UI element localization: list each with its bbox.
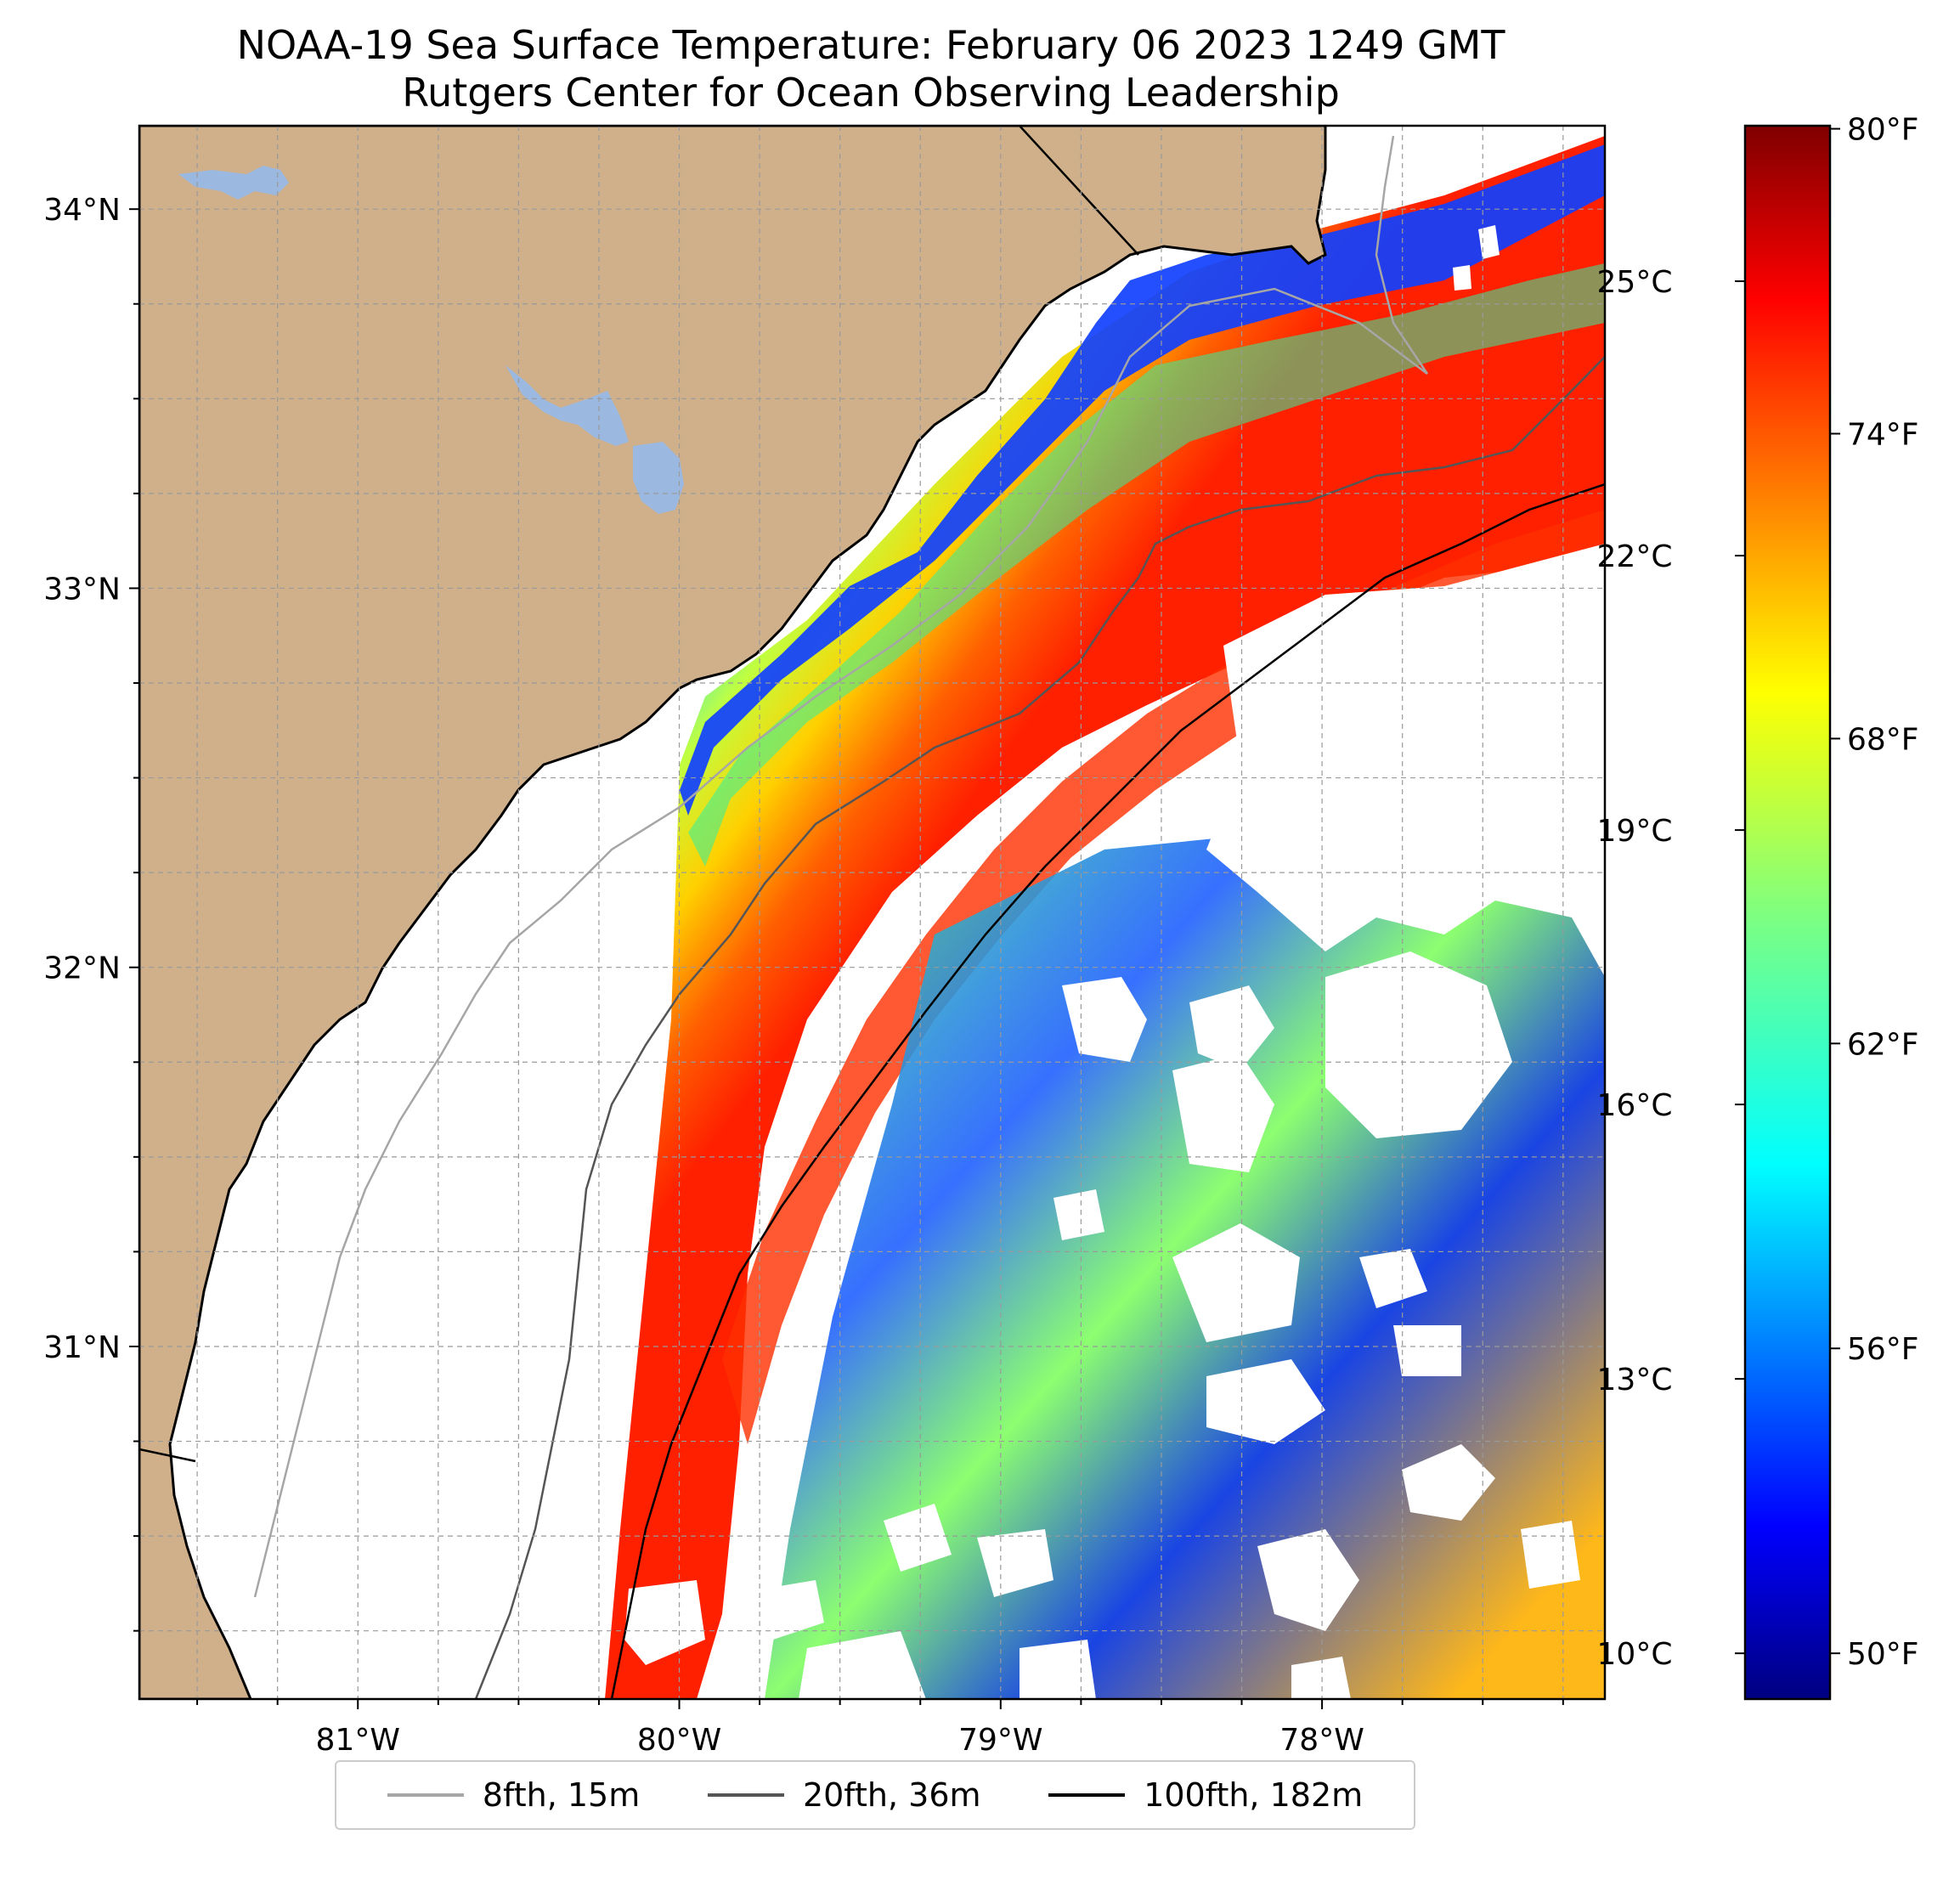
state-border — [139, 126, 1139, 1463]
isobath-8fth — [253, 135, 1429, 1598]
colorbar-celsius-label: 10°C — [1597, 1637, 1673, 1672]
colorbar-celsius-label: 25°C — [1597, 265, 1673, 300]
water-bodies — [178, 166, 684, 514]
map-subtitle: Rutgers Center for Ocean Observing Leade… — [402, 70, 1340, 116]
lon-label: 78°W — [1279, 1723, 1364, 1758]
map-title: NOAA-19 Sea Surface Temperature: Februar… — [236, 22, 1505, 68]
lat-label: 32°N — [43, 951, 121, 986]
colorbar-fahrenheit-label: 62°F — [1847, 1027, 1919, 1062]
legend-item-100fth: 100fth, 182m — [1048, 1776, 1363, 1814]
lat-label: 34°N — [43, 193, 121, 228]
gridlines — [139, 126, 1605, 1699]
legend-swatch-20fth — [707, 1793, 784, 1797]
colorbar-celsius-label: 13°C — [1597, 1363, 1673, 1397]
colorbar-celsius-ticks: 25°C 22°C 19°C 16°C 13°C 10°C — [1597, 265, 1745, 1672]
colorbar-fahrenheit-label: 80°F — [1847, 113, 1919, 148]
sst-swath-shelf — [605, 136, 1605, 1699]
map-frame — [138, 124, 1607, 1701]
land — [139, 126, 1327, 1699]
legend-label-100fth: 100fth, 182m — [1144, 1776, 1364, 1814]
lon-label: 81°W — [316, 1723, 400, 1758]
isobath-100fth — [610, 483, 1605, 1699]
colorbar-celsius-label: 16°C — [1597, 1088, 1673, 1123]
isobath-20fth — [474, 356, 1605, 1699]
colorbar-celsius-label: 22°C — [1597, 539, 1673, 574]
lat-label: 31°N — [43, 1330, 121, 1365]
legend-label-20fth: 20fth, 36m — [802, 1776, 981, 1814]
map-ticks — [129, 208, 1564, 1709]
isobath-legend: 8fth, 15m 20fth, 36m 100fth, 182m — [335, 1760, 1415, 1830]
latitude-labels: 34°N 33°N 32°N 31°N — [43, 193, 121, 1365]
colorbar-fahrenheit-label: 56°F — [1847, 1332, 1919, 1367]
colorbar-fahrenheit-label: 50°F — [1847, 1637, 1919, 1672]
colorbar-fahrenheit-label: 68°F — [1847, 722, 1919, 757]
lon-label: 79°W — [958, 1723, 1042, 1758]
colorbar-fahrenheit-label: 74°F — [1847, 418, 1919, 453]
legend-item-8fth: 8fth, 15m — [387, 1776, 640, 1814]
legend-swatch-100fth — [1048, 1793, 1126, 1797]
colorbar-celsius-label: 19°C — [1597, 814, 1673, 849]
lon-label: 80°W — [637, 1723, 721, 1758]
map-area — [139, 126, 1605, 1699]
colorbar — [1743, 124, 1832, 1701]
cloud-gaps — [624, 225, 1605, 1699]
legend-swatch-8fth — [387, 1793, 464, 1797]
lat-label: 33°N — [43, 572, 121, 607]
legend-label-8fth: 8fth, 15m — [482, 1776, 641, 1814]
sst-mid-shelf-green — [688, 263, 1605, 867]
sst-nearshore-cold-band — [680, 144, 1605, 816]
colorbar-fahrenheit-ticks: 80°F 74°F 68°F 62°F 56°F 50°F — [1830, 113, 1919, 1672]
legend-item-20fth: 20fth, 36m — [707, 1776, 981, 1814]
longitude-labels: 81°W 80°W 79°W 78°W — [316, 1723, 1364, 1758]
